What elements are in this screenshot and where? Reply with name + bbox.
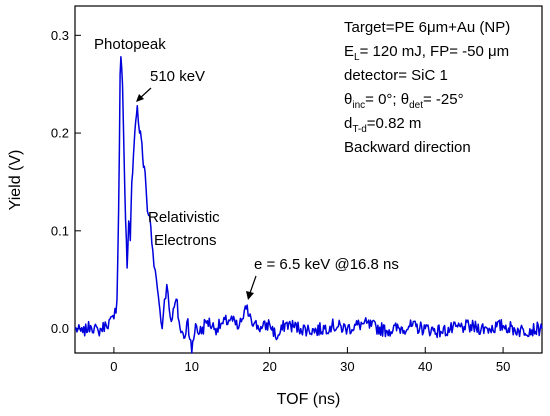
info-box: Target=PE 6μm+Au (NP) EL= 120 mJ, FP= -5… bbox=[344, 19, 510, 156]
x-axis-title: TOF (ns) bbox=[277, 391, 341, 408]
info-distance: dT-d=0.82 m bbox=[344, 115, 421, 135]
y-axis-title: Yield (V) bbox=[7, 150, 24, 211]
y-tick-label: 0.0 bbox=[51, 321, 69, 336]
info-direction: Backward direction bbox=[344, 139, 471, 156]
y-tick-label: 0.3 bbox=[51, 28, 69, 43]
x-tick-label: 0 bbox=[110, 359, 117, 374]
annotation-510kev: 510 keV bbox=[150, 68, 205, 85]
x-tick-label: 10 bbox=[185, 359, 199, 374]
annotation-electrons: Electrons bbox=[154, 232, 217, 249]
x-tick-label: 50 bbox=[496, 359, 510, 374]
y-axis-ticks: 0.0 0.1 0.2 0.3 bbox=[51, 28, 81, 336]
arrowhead-electron-peak bbox=[246, 291, 254, 300]
annotation-photopeak: Photopeak bbox=[94, 36, 166, 53]
info-target: Target=PE 6μm+Au (NP) bbox=[344, 19, 510, 36]
y-tick-label: 0.2 bbox=[51, 126, 69, 141]
x-tick-label: 20 bbox=[262, 359, 276, 374]
x-tick-label: 40 bbox=[418, 359, 432, 374]
info-detector: detector= SiC 1 bbox=[344, 67, 448, 84]
series-line bbox=[74, 56, 543, 354]
y-tick-label: 0.1 bbox=[51, 223, 69, 238]
info-energy: EL= 120 mJ, FP= -50 μm bbox=[344, 43, 509, 63]
info-angles: θinc= 0°; θdet= -25° bbox=[344, 91, 464, 111]
annotation-electron-peak: e = 6.5 keV @16.8 ns bbox=[254, 256, 399, 273]
annotation-relativistic: Relativistic bbox=[148, 209, 220, 226]
plot-frame bbox=[74, 5, 543, 354]
x-axis-ticks: 0 10 20 30 40 50 bbox=[110, 347, 510, 374]
arrow-electron-peak bbox=[249, 275, 257, 294]
x-tick-label: 30 bbox=[340, 359, 354, 374]
arrowhead-510kev bbox=[136, 94, 144, 102]
